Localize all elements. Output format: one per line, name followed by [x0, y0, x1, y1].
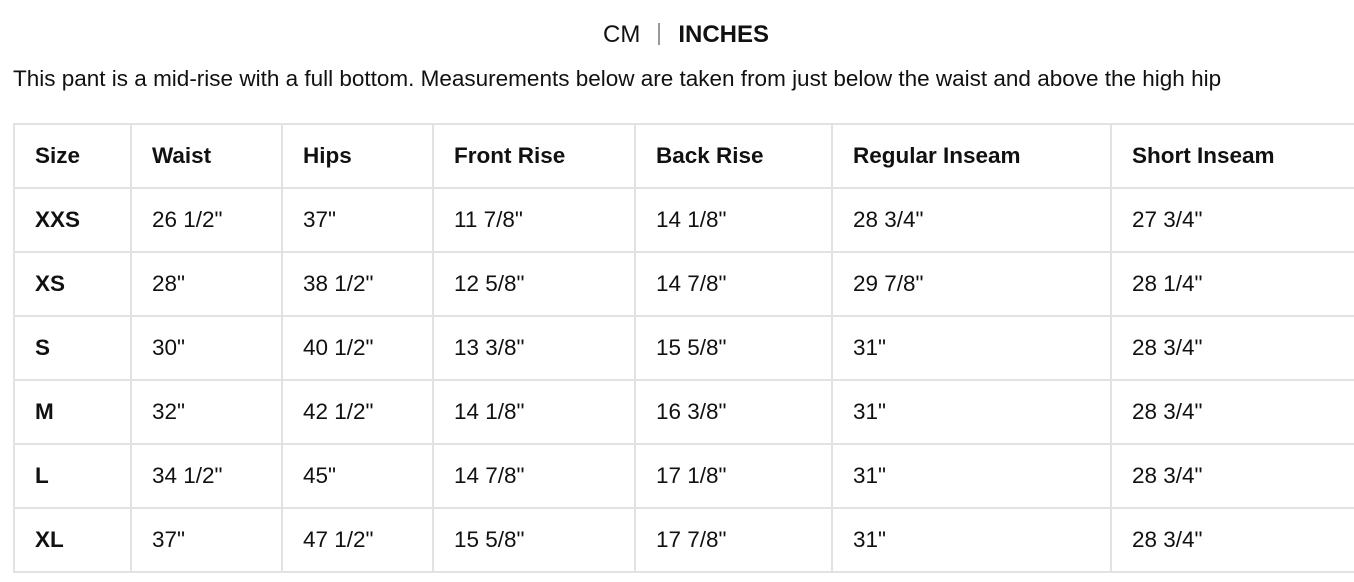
column-header-back-rise: Back Rise [634, 123, 833, 189]
measurement-cell: 30" [130, 315, 283, 381]
measurement-cell: 26 1/2" [130, 187, 283, 253]
measurement-cell: 15 5/8" [432, 507, 636, 573]
measurement-cell: 31" [831, 443, 1112, 509]
column-header-hips: Hips [281, 123, 434, 189]
size-label: XXS [13, 187, 132, 253]
size-label: XL [13, 507, 132, 573]
measurement-cell: 28 3/4" [1110, 379, 1354, 445]
column-header-size: Size [13, 123, 132, 189]
measurement-cell: 17 7/8" [634, 507, 833, 573]
size-label: L [13, 443, 132, 509]
measurement-cell: 28" [130, 251, 283, 317]
measurement-cell: 40 1/2" [281, 315, 434, 381]
measurement-cell: 14 7/8" [634, 251, 833, 317]
measurement-cell: 38 1/2" [281, 251, 434, 317]
size-chart-table: Size Waist Hips Front Rise Back Rise Regular … [13, 123, 1354, 573]
measurement-cell: 31" [831, 379, 1112, 445]
measurement-cell: 28 1/4" [1110, 251, 1354, 317]
measurement-cell: 37" [281, 187, 434, 253]
measurement-cell: 17 1/8" [634, 443, 833, 509]
table-row: S 30" 40 1/2" 13 3/8" 15 5/8" 31" 28 3/4" [13, 315, 1354, 381]
measurement-cell: 11 7/8" [432, 187, 636, 253]
column-header-short-inseam: Short Inseam [1110, 123, 1354, 189]
measurement-cell: 31" [831, 315, 1112, 381]
unit-toggle: CM INCHES [0, 20, 1354, 50]
measurement-cell: 27 3/4" [1110, 187, 1354, 253]
unit-inches-button[interactable]: INCHES [678, 21, 769, 48]
table-row: XXS 26 1/2" 37" 11 7/8" 14 1/8" 28 3/4" 27 3/4… [13, 187, 1354, 253]
measurement-cell: 32" [130, 379, 283, 445]
fit-description: This pant is a mid-rise with a full bott… [13, 66, 1222, 91]
measurement-cell: 45" [281, 443, 434, 509]
measurement-cell: 34 1/2" [130, 443, 283, 509]
measurement-cell: 28 3/4" [1110, 315, 1354, 381]
measurement-cell: 29 7/8" [831, 251, 1112, 317]
column-header-front-rise: Front Rise [432, 123, 636, 189]
measurement-cell: 15 5/8" [634, 315, 833, 381]
unit-cm-button[interactable]: CM [602, 21, 641, 48]
measurement-cell: 42 1/2" [281, 379, 434, 445]
measurement-cell: 14 1/8" [432, 379, 636, 445]
measurement-cell: 47 1/2" [281, 507, 434, 573]
measurement-cell: 16 3/8" [634, 379, 833, 445]
size-label: S [13, 315, 132, 381]
size-label: XS [13, 251, 132, 317]
column-header-regular-inseam: Regular Inseam [831, 123, 1112, 189]
size-label: M [13, 379, 132, 445]
measurement-cell: 13 3/8" [432, 315, 636, 381]
measurement-cell: 28 3/4" [831, 187, 1112, 253]
measurement-cell: 31" [831, 507, 1112, 573]
measurement-cell: 12 5/8" [432, 251, 636, 317]
table-row: L 34 1/2" 45" 14 7/8" 17 1/8" 31" 28 3/4" [13, 443, 1354, 509]
measurement-cell: 14 1/8" [634, 187, 833, 253]
table-row: XS 28" 38 1/2" 12 5/8" 14 7/8" 29 7/8" 28 1/4" [13, 251, 1354, 317]
measurement-cell: 28 3/4" [1110, 443, 1354, 509]
table-row: XL 37" 47 1/2" 15 5/8" 17 7/8" 31" 28 3/4" [13, 507, 1354, 573]
measurement-cell: 37" [130, 507, 283, 573]
unit-separator [658, 23, 661, 45]
table-row: M 32" 42 1/2" 14 1/8" 16 3/8" 31" 28 3/4" [13, 379, 1354, 445]
measurement-cell: 28 3/4" [1110, 507, 1354, 573]
table-header-row: Size Waist Hips Front Rise Back Rise Regular … [13, 123, 1354, 189]
column-header-waist: Waist [130, 123, 283, 189]
measurement-cell: 14 7/8" [432, 443, 636, 509]
